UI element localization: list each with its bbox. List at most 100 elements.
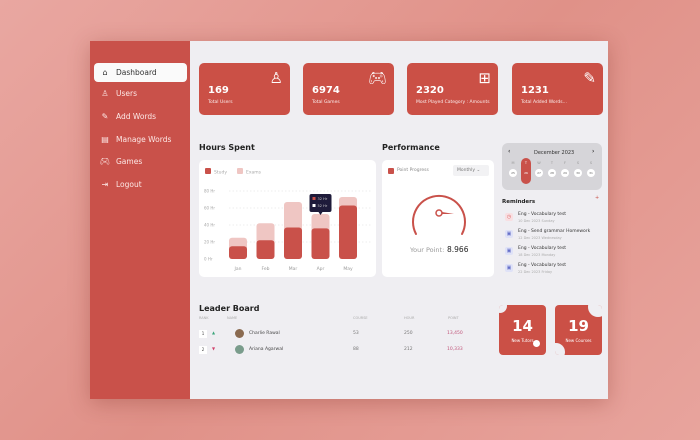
- sidebar-item-add-words[interactable]: ✎ Add Words: [94, 107, 187, 126]
- point-value: 8.966: [447, 245, 469, 254]
- sidebar-item-manage-words[interactable]: ▤ Manage Words: [94, 130, 187, 149]
- gamepad-icon: 🎮︎: [99, 157, 111, 166]
- reminder-date: 22 Dec 2023 Friday: [518, 270, 553, 274]
- gauge: [412, 194, 466, 235]
- period-dropdown[interactable]: Monthly ⌄: [453, 165, 489, 176]
- y-tick-label: 40 Hr: [204, 223, 215, 228]
- leaderboard-row[interactable]: 1 ▲ Charlie Rawal 53 250 13,450: [199, 329, 484, 341]
- pencil-icon: ✎: [583, 69, 596, 87]
- reminder-title: Eng - Send grammar Homework: [518, 229, 591, 234]
- legend-label: Study: [214, 170, 227, 176]
- bar-study[interactable]: [339, 205, 357, 259]
- chart-tooltip: 32 Hr 52 Hr: [309, 194, 332, 215]
- prev-month-button[interactable]: ‹: [508, 148, 511, 155]
- legend-swatch: [205, 168, 211, 174]
- point: 10,333: [447, 347, 463, 352]
- y-tick-label: 60 Hr: [204, 206, 215, 211]
- logout-icon: ⇥: [101, 180, 109, 189]
- x-tick-label: Apr: [317, 266, 325, 272]
- bar-study[interactable]: [311, 228, 330, 259]
- y-tick-label: 0 Hr: [204, 257, 213, 262]
- bar-study[interactable]: [256, 240, 275, 259]
- next-month-button[interactable]: ›: [592, 148, 595, 155]
- stat-card-words[interactable]: ✎ 1231 Total Added Words...: [512, 63, 603, 115]
- reminder-item[interactable]: ◷ Eng - Vocabulary test 10 Dec 2023 Sunday: [502, 211, 602, 227]
- new-tutors-tile[interactable]: 14 New Tutors: [499, 305, 546, 355]
- reminder-item[interactable]: ▣ Eng - Send grammar Homework 12 Dec 2023 …: [502, 228, 602, 244]
- calendar-day[interactable]: T 26: [521, 158, 531, 184]
- tooltip-value: 32 Hr: [318, 197, 328, 201]
- reminder-item[interactable]: ▣ Eng - Vocabulary test 18 Dec 2023 Monday: [502, 245, 602, 261]
- x-tick-label: Jan: [234, 266, 242, 272]
- column-header: POINT: [448, 316, 459, 320]
- hour: 212: [404, 347, 413, 352]
- reminder-title: Eng - Vocabulary test: [518, 212, 567, 217]
- calendar-day[interactable]: S 31: [586, 158, 596, 184]
- player-name: Charlie Rawal: [249, 331, 280, 336]
- hour: 250: [404, 331, 413, 336]
- stat-value: 1231: [521, 85, 549, 96]
- sidebar-item-dashboard[interactable]: ⌂ Dashboard: [94, 63, 187, 82]
- date-number: 25: [509, 169, 517, 177]
- calendar-day[interactable]: T 28: [547, 158, 557, 184]
- nav-label: Games: [116, 157, 143, 166]
- calendar-day[interactable]: F 29: [560, 158, 570, 184]
- reminder-item[interactable]: ▣ Eng - Vocabulary test 22 Dec 2023 Friday: [502, 262, 602, 278]
- tile-value: 19: [568, 317, 589, 335]
- calendar-day[interactable]: S 30: [573, 158, 583, 184]
- calendar-month: December 2023: [534, 150, 575, 156]
- stat-card-games[interactable]: 🎮︎ 6974 Total Games: [303, 63, 394, 115]
- sidebar: ⌂ Dashboard ♙ Users ✎ Add Words ▤ Manage Wor…: [90, 41, 190, 399]
- hours-chart-card: Study Exams 0 Hr 20 Hr 40 Hr 60 Hr 80 Hr Jan Feb…: [199, 160, 376, 277]
- chevron-down-icon: ⌄: [476, 168, 481, 173]
- nav-label: Add Words: [116, 112, 157, 121]
- tooltip-value: 52 Hr: [318, 204, 328, 208]
- nav-label: Logout: [116, 180, 142, 189]
- stat-card-category[interactable]: ⊞ 2320 Most Played Category : Amounts: [407, 63, 498, 115]
- trend-up-icon: ▲: [212, 330, 216, 335]
- course: 88: [353, 347, 359, 352]
- weekday-label: T: [550, 161, 554, 165]
- bar-study[interactable]: [229, 246, 247, 259]
- user-icon: ♙: [269, 69, 283, 87]
- course: 53: [353, 331, 359, 336]
- add-reminder-button[interactable]: +: [595, 195, 600, 201]
- stat-value: 6974: [312, 85, 340, 96]
- sidebar-item-logout[interactable]: ⇥ Logout: [94, 175, 187, 194]
- nav-label: Manage Words: [116, 135, 172, 144]
- sidebar-item-games[interactable]: 🎮︎ Games: [94, 152, 187, 171]
- point: 13,450: [447, 331, 463, 336]
- weekday-label: F: [563, 161, 566, 165]
- x-tick-label: Feb: [262, 266, 270, 272]
- stat-label: Total Games: [312, 100, 340, 105]
- column-header: NAME: [227, 316, 238, 320]
- date-number: 31: [587, 169, 595, 177]
- new-courses-tile[interactable]: 19 New Courses: [555, 305, 602, 355]
- stat-value: 2320: [416, 85, 444, 96]
- tile-label: New Tutors: [511, 338, 534, 343]
- date-number: 28: [548, 169, 556, 177]
- leaderboard-title: Leader Board: [199, 304, 260, 313]
- weekday-label: T: [524, 161, 528, 165]
- trend-down-icon: ▼: [212, 346, 216, 351]
- player-name: Ariana Agarwal: [249, 347, 284, 352]
- calendar-day[interactable]: W 27: [534, 158, 544, 184]
- date-number: 26: [522, 169, 530, 177]
- reminder-date: 10 Dec 2023 Sunday: [518, 219, 555, 223]
- home-icon: ⌂: [102, 68, 108, 77]
- performance-title: Performance: [382, 143, 440, 152]
- mail-icon: ▣: [505, 247, 513, 255]
- date-number: 30: [574, 169, 582, 177]
- legend-swatch: [237, 168, 243, 174]
- sidebar-item-users[interactable]: ♙ Users: [94, 84, 187, 103]
- legend-label: Point Progress: [397, 168, 429, 173]
- legend-swatch: [388, 168, 394, 174]
- leaderboard-row[interactable]: 2 ▼ Ariana Agarwal 88 212 10,333: [199, 345, 484, 357]
- bar-study[interactable]: [284, 227, 302, 259]
- y-tick-label: 80 Hr: [204, 189, 215, 194]
- calendar-day[interactable]: M 25: [508, 158, 518, 184]
- column-header: HOUR: [404, 316, 415, 320]
- grid-icon: ⊞: [478, 69, 491, 87]
- mail-icon: ▣: [505, 264, 513, 272]
- stat-card-users[interactable]: ♙ 169 Total Users: [199, 63, 290, 115]
